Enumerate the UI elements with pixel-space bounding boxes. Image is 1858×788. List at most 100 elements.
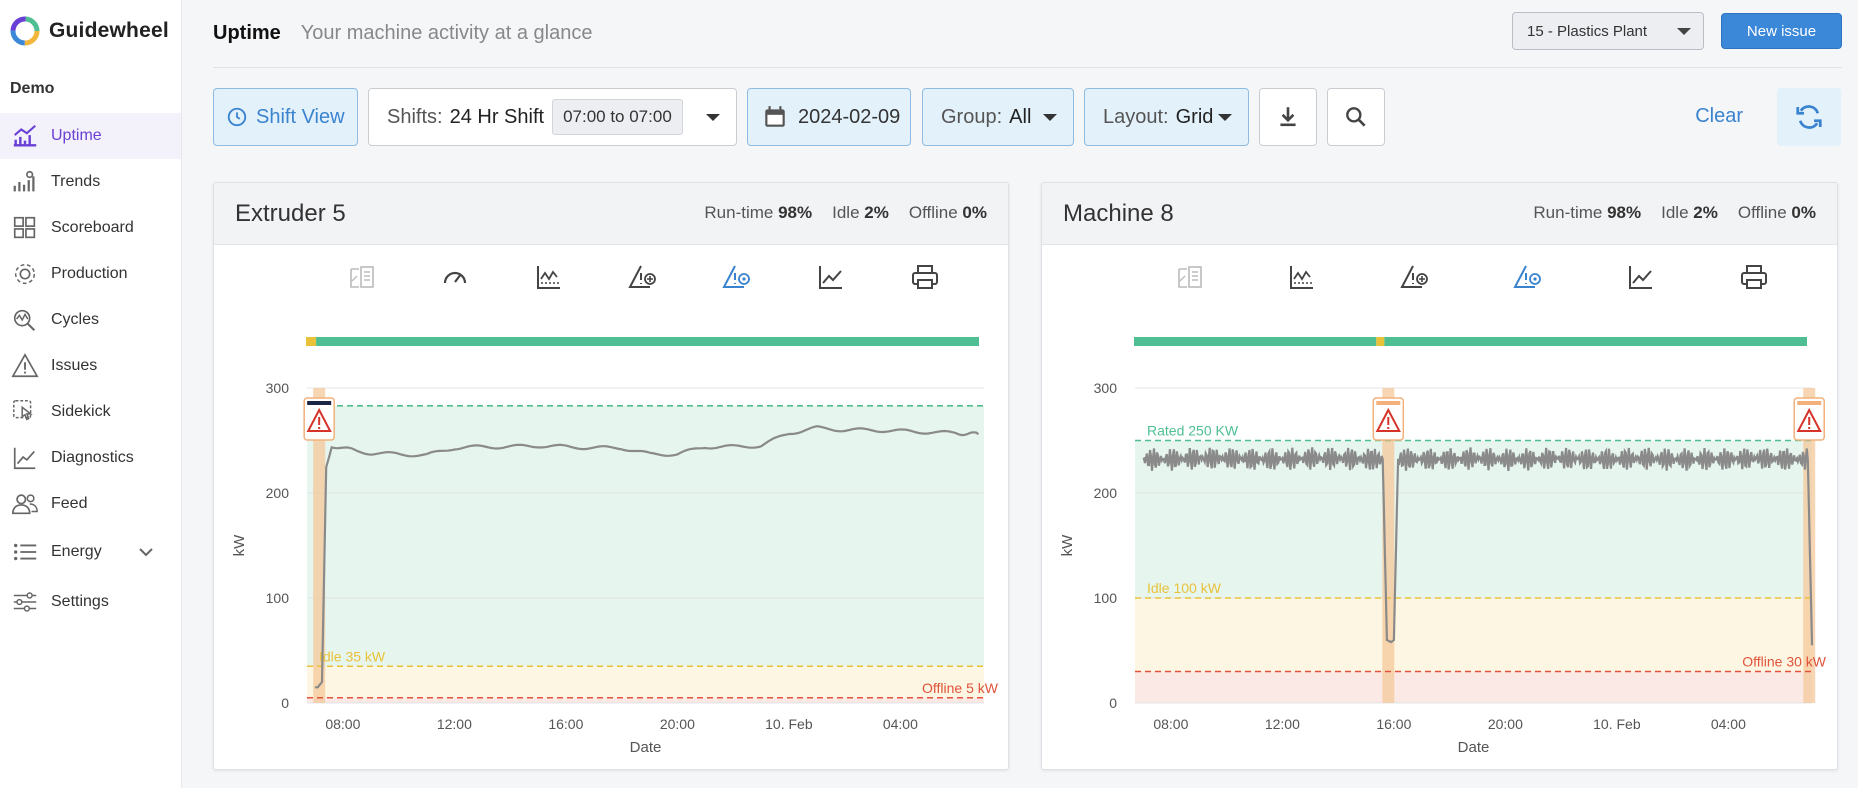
offline-stat: Offline 0% (1738, 203, 1816, 223)
sidebar-item-production[interactable]: Production (0, 251, 181, 297)
y-tick-label: 200 (266, 485, 290, 501)
date-picker[interactable]: 2024-02-09 (747, 88, 911, 146)
compare-icon[interactable] (1173, 261, 1205, 293)
offline-value: 0% (962, 203, 987, 222)
page-subtitle: Your machine activity at a glance (300, 22, 593, 44)
y-tick-label: 100 (266, 590, 290, 606)
threshold-chart-icon[interactable] (1286, 261, 1318, 293)
uptime-chart[interactable]: 0 100 200 300 Rated 250 KW Idle 100 kW Offline… (1042, 303, 1839, 771)
idle-label: Idle (1661, 203, 1689, 222)
people-icon (10, 489, 40, 519)
search-button[interactable] (1327, 88, 1385, 146)
add-alert-icon[interactable] (627, 261, 659, 293)
threshold-label: Rated 250 KW (1147, 423, 1239, 439)
calendar-icon (765, 106, 785, 127)
alert-settings-icon[interactable] (1512, 261, 1544, 293)
machine-card-machine-8: Machine 8 Run-time 98% Idle 2% Offline 0… (1041, 182, 1838, 770)
status-bar (306, 337, 980, 346)
idle-stat: Idle 2% (1661, 203, 1718, 223)
marker-bar (1376, 401, 1401, 405)
sidebar-item-scoreboard[interactable]: Scoreboard (0, 205, 181, 251)
y-axis-label: kW (1059, 534, 1076, 557)
layout-value: Grid (1175, 105, 1214, 128)
trend-chart-icon[interactable] (815, 261, 847, 293)
sidebar-item-trends[interactable]: Trends (0, 159, 181, 205)
gauge-icon[interactable] (439, 261, 471, 293)
sliders-icon (10, 587, 40, 617)
plant-select-value: 15 - Plastics Plant (1527, 22, 1648, 40)
warning-marker-icon (303, 397, 335, 441)
add-alert-icon[interactable] (1399, 261, 1431, 293)
uptime-chart[interactable]: 0 100 200 300 Idle 35 kW Offline 5 kW 08:00 12:… (214, 303, 1010, 771)
new-issue-button[interactable]: New issue (1721, 13, 1842, 49)
idle-value: 2% (864, 203, 889, 222)
status-segment-run (1134, 337, 1377, 346)
clear-button[interactable]: Clear (1695, 105, 1743, 127)
y-axis-label: kW (231, 534, 248, 557)
plant-select[interactable]: 15 - Plastics Plant (1512, 12, 1704, 50)
card-title[interactable]: Machine 8 (1063, 199, 1174, 227)
sidebar-item-label: Energy (51, 543, 102, 560)
machine-card-extruder-5: Extruder 5 Run-time 98% Idle 2% Offline … (213, 182, 1009, 770)
sidebar-item-settings[interactable]: Settings (0, 579, 181, 625)
idle-value: 2% (1693, 203, 1718, 222)
sidebar-item-label: Production (51, 265, 128, 282)
card-title[interactable]: Extruder 5 (235, 199, 346, 227)
print-icon[interactable] (909, 261, 941, 293)
group-label: Group: (941, 105, 1003, 128)
card-stats: Run-time 98% Idle 2% Offline 0% (1513, 203, 1816, 223)
brand-name: Guidewheel (49, 19, 169, 42)
toolbar: Shift View Shifts: 24 Hr Shift 07:00 to … (213, 88, 1850, 146)
idle-zone (307, 666, 984, 698)
refresh-button[interactable] (1777, 88, 1841, 146)
cycles-icon (10, 305, 40, 335)
y-tick-label: 0 (281, 695, 289, 711)
sidebar-item-cycles[interactable]: Cycles (0, 297, 181, 343)
sidebar-item-diagnostics[interactable]: Diagnostics (0, 435, 181, 481)
x-tick-label: 20:00 (1488, 716, 1523, 732)
warning-marker-icon (1372, 397, 1405, 441)
alert-settings-icon[interactable] (721, 261, 753, 293)
caret-down-icon (1043, 114, 1057, 121)
threshold-chart-icon[interactable] (533, 261, 565, 293)
x-tick-label: 08:00 (325, 716, 360, 732)
trends-icon (10, 167, 40, 197)
status-bar (1134, 337, 1807, 346)
clock-icon (227, 107, 247, 127)
card-actions (1042, 261, 1837, 301)
time-range[interactable]: 07:00 to 07:00 (552, 99, 683, 135)
threshold-label: Idle 35 kW (319, 648, 386, 664)
print-icon[interactable] (1738, 261, 1770, 293)
shifts-dropdown[interactable]: Shifts: 24 Hr Shift 07:00 to 07:00 (368, 88, 737, 146)
sidebar-item-label: Uptime (51, 127, 102, 144)
sidebar-item-label: Settings (51, 593, 109, 610)
x-tick-label: 12:00 (1265, 716, 1300, 732)
group-dropdown[interactable]: Group: All (922, 88, 1074, 146)
brand[interactable]: Guidewheel (0, 0, 181, 62)
download-button[interactable] (1259, 88, 1317, 146)
shift-view-button[interactable]: Shift View (213, 88, 358, 146)
sidebar-item-energy[interactable]: Energy (0, 529, 181, 575)
status-segment-idle (1376, 337, 1385, 346)
idle-label: Idle (832, 203, 860, 222)
compare-icon[interactable] (345, 261, 377, 293)
sidebar-item-label: Issues (51, 357, 98, 374)
search-icon (1346, 107, 1366, 127)
y-tick-label: 300 (1094, 380, 1118, 396)
sidebar-item-feed[interactable]: Feed (0, 481, 181, 527)
page-title: Uptime (213, 22, 281, 44)
chevron-down-icon[interactable] (137, 543, 155, 561)
caret-down-icon (1677, 28, 1691, 35)
sidebar-item-issues[interactable]: Issues (0, 343, 181, 389)
runtime-stat: Run-time 98% (1533, 203, 1641, 223)
offline-value: 0% (1791, 203, 1816, 222)
runtime-value: 98% (778, 203, 813, 222)
offline-stat: Offline 0% (909, 203, 987, 223)
warning-triangle (1796, 407, 1822, 432)
sidebar-item-sidekick[interactable]: Sidekick (0, 389, 181, 435)
sidebar-item-uptime[interactable]: Uptime (0, 113, 181, 159)
org-name: Demo (10, 80, 55, 97)
runtime-stat: Run-time 98% (704, 203, 812, 223)
trend-chart-icon[interactable] (1625, 261, 1657, 293)
layout-dropdown[interactable]: Layout: Grid (1084, 88, 1249, 146)
